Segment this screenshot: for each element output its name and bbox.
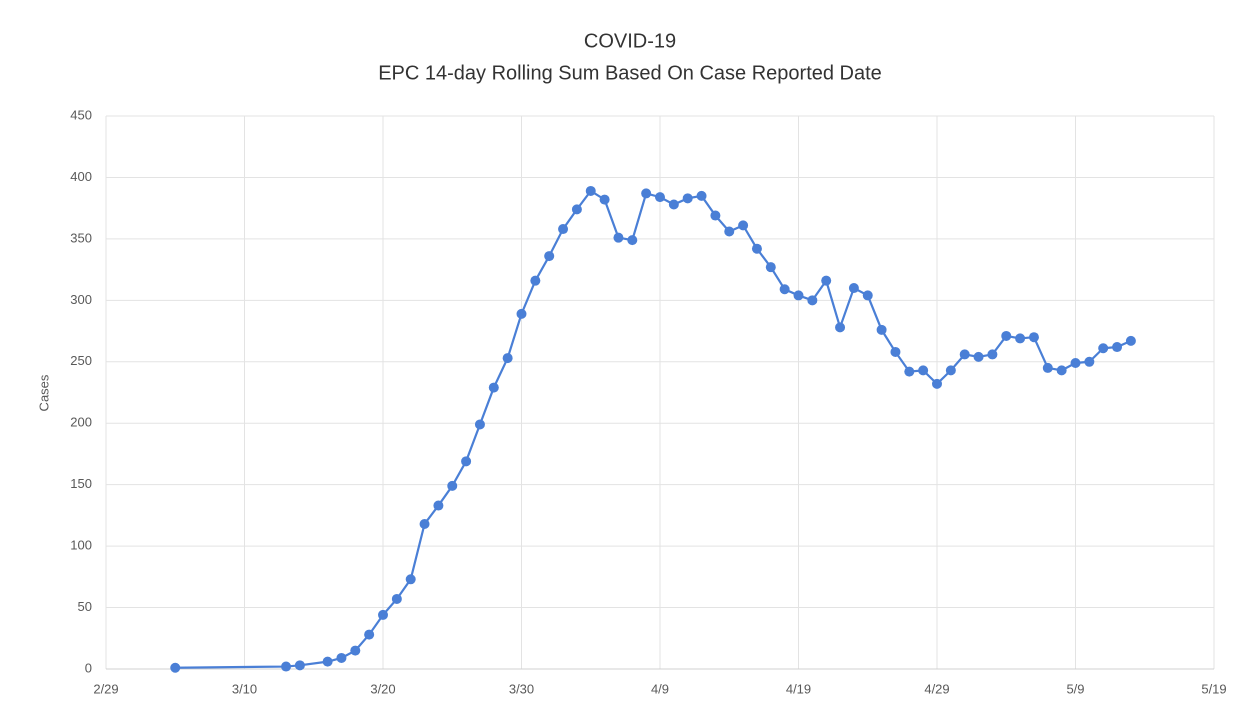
- data-point: [1056, 365, 1067, 376]
- x-tick-label: 2/29: [93, 681, 118, 696]
- y-tick-label: 300: [70, 292, 92, 307]
- data-point: [641, 188, 652, 199]
- y-tick-label: 50: [78, 599, 92, 614]
- data-point: [474, 419, 485, 430]
- chart-subtitle: EPC 14-day Rolling Sum Based On Case Rep…: [378, 62, 882, 84]
- y-tick-label: 100: [70, 538, 92, 553]
- data-point: [599, 194, 610, 205]
- data-point: [945, 365, 956, 376]
- data-point: [738, 220, 749, 231]
- data-point: [322, 656, 333, 667]
- data-point: [668, 199, 679, 210]
- data-point: [932, 378, 942, 389]
- series-line: [175, 189, 1132, 669]
- data-point: [433, 500, 444, 511]
- data-point: [1070, 358, 1081, 369]
- data-point: [973, 351, 984, 362]
- data-point: [724, 226, 735, 237]
- data-point: [1112, 342, 1123, 353]
- y-tick-label: 0: [85, 660, 92, 675]
- data-point: [461, 456, 472, 467]
- y-tick-label: 450: [70, 107, 92, 122]
- data-point: [502, 353, 513, 364]
- data-point: [558, 224, 569, 235]
- y-tick-label: 400: [70, 169, 92, 184]
- data-point: [627, 235, 638, 246]
- data-point: [336, 652, 347, 663]
- y-axis-label: Cases: [36, 374, 51, 411]
- data-point: [364, 629, 375, 640]
- data-point: [350, 645, 361, 656]
- data-point: [1084, 356, 1095, 367]
- data-point: [544, 251, 555, 262]
- data-point: [516, 308, 527, 319]
- data-point: [876, 324, 887, 335]
- x-tick-label: 4/9: [651, 681, 669, 696]
- x-tick-label: 4/29: [924, 681, 949, 696]
- data-point: [835, 322, 846, 333]
- data-point: [447, 480, 458, 491]
- data-point: [918, 365, 929, 376]
- data-point: [807, 295, 818, 306]
- data-point: [281, 661, 292, 672]
- chart-title: COVID-19: [584, 30, 676, 52]
- data-point: [294, 660, 305, 671]
- data-point: [696, 190, 707, 201]
- data-point: [488, 382, 499, 393]
- data-point: [1098, 343, 1109, 354]
- data-point: [751, 243, 762, 254]
- data-point: [378, 609, 388, 620]
- y-tick-label: 250: [70, 353, 92, 368]
- data-point: [848, 283, 859, 294]
- data-point: [1001, 330, 1012, 341]
- data-point: [890, 346, 901, 357]
- data-point: [987, 349, 998, 360]
- y-tick-label: 350: [70, 230, 92, 245]
- data-point: [904, 366, 915, 377]
- data-point: [1042, 362, 1053, 373]
- data-point: [613, 232, 624, 243]
- data-point: [1028, 332, 1039, 343]
- x-tick-label: 5/19: [1201, 681, 1226, 696]
- x-tick-label: 3/30: [509, 681, 534, 696]
- data-point: [405, 574, 416, 585]
- data-point: [170, 662, 181, 673]
- data-point: [530, 275, 541, 286]
- x-tick-label: 4/19: [786, 681, 811, 696]
- data-point: [959, 349, 970, 360]
- data-point: [571, 204, 582, 215]
- x-tick-label: 3/10: [232, 681, 257, 696]
- data-point: [585, 185, 596, 196]
- data-point: [655, 192, 665, 203]
- data-point: [710, 210, 721, 221]
- data-point: [779, 284, 790, 295]
- data-point: [793, 290, 804, 301]
- data-point: [419, 518, 430, 529]
- data-point: [765, 262, 776, 273]
- x-tick-label: 3/20: [370, 681, 395, 696]
- data-point: [391, 593, 402, 604]
- x-tick-label: 5/9: [1066, 681, 1084, 696]
- y-tick-label: 150: [70, 476, 92, 491]
- data-point: [682, 193, 693, 204]
- data-point: [862, 290, 873, 301]
- data-point: [821, 275, 832, 286]
- data-point: [1125, 335, 1136, 346]
- y-tick-label: 200: [70, 415, 92, 430]
- data-point: [1015, 333, 1026, 344]
